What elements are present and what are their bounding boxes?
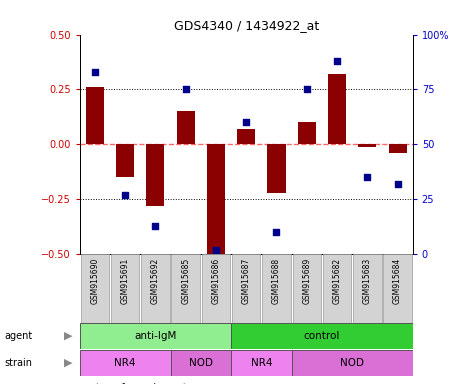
Point [303,86,310,93]
FancyBboxPatch shape [202,254,230,323]
Point [121,192,129,198]
Point [182,86,189,93]
Point [273,229,280,235]
Text: GSM915685: GSM915685 [181,258,190,304]
Point [394,181,401,187]
Text: GSM915684: GSM915684 [393,258,402,304]
FancyBboxPatch shape [383,254,412,323]
FancyBboxPatch shape [141,254,170,323]
Point [91,69,98,75]
Point [212,247,219,253]
Bar [207,144,225,254]
FancyBboxPatch shape [353,254,382,323]
FancyBboxPatch shape [81,254,109,323]
Text: strain: strain [5,358,33,368]
Text: GSM915687: GSM915687 [242,258,251,304]
FancyBboxPatch shape [171,350,231,376]
Text: NR4: NR4 [114,358,136,368]
Text: GSM915683: GSM915683 [363,258,372,304]
Text: GSM915682: GSM915682 [333,258,341,304]
Text: GSM915692: GSM915692 [151,258,160,304]
Text: NR4: NR4 [250,358,272,368]
Bar [86,87,104,144]
Bar [298,122,316,144]
Bar [388,144,407,153]
Text: transformed count: transformed count [96,383,187,384]
Bar [237,129,255,144]
FancyBboxPatch shape [80,323,231,349]
Text: NOD: NOD [189,358,213,368]
Text: GSM915690: GSM915690 [91,258,99,304]
Text: GSM915686: GSM915686 [212,258,220,304]
Text: ▶: ▶ [64,331,72,341]
Text: GSM915688: GSM915688 [272,258,281,304]
Text: ▶: ▶ [64,358,72,368]
FancyBboxPatch shape [293,254,321,323]
Point [151,223,159,229]
Point [363,174,371,180]
FancyBboxPatch shape [231,350,292,376]
Bar [267,144,286,193]
Bar [358,144,377,147]
Text: GSM915691: GSM915691 [121,258,129,304]
FancyBboxPatch shape [232,254,260,323]
FancyBboxPatch shape [292,350,413,376]
Title: GDS4340 / 1434922_at: GDS4340 / 1434922_at [174,19,319,32]
Text: agent: agent [5,331,33,341]
FancyBboxPatch shape [111,254,139,323]
FancyBboxPatch shape [172,254,200,323]
FancyBboxPatch shape [323,254,351,323]
Text: NOD: NOD [340,358,364,368]
Text: control: control [304,331,340,341]
Text: ■: ■ [80,383,89,384]
Point [333,58,341,64]
Bar [116,144,134,177]
Bar [146,144,165,206]
FancyBboxPatch shape [262,254,291,323]
Bar [177,111,195,144]
Text: GSM915689: GSM915689 [302,258,311,304]
FancyBboxPatch shape [80,350,171,376]
Bar [328,74,346,144]
Point [242,119,250,126]
Text: anti-IgM: anti-IgM [134,331,177,341]
FancyBboxPatch shape [231,323,413,349]
